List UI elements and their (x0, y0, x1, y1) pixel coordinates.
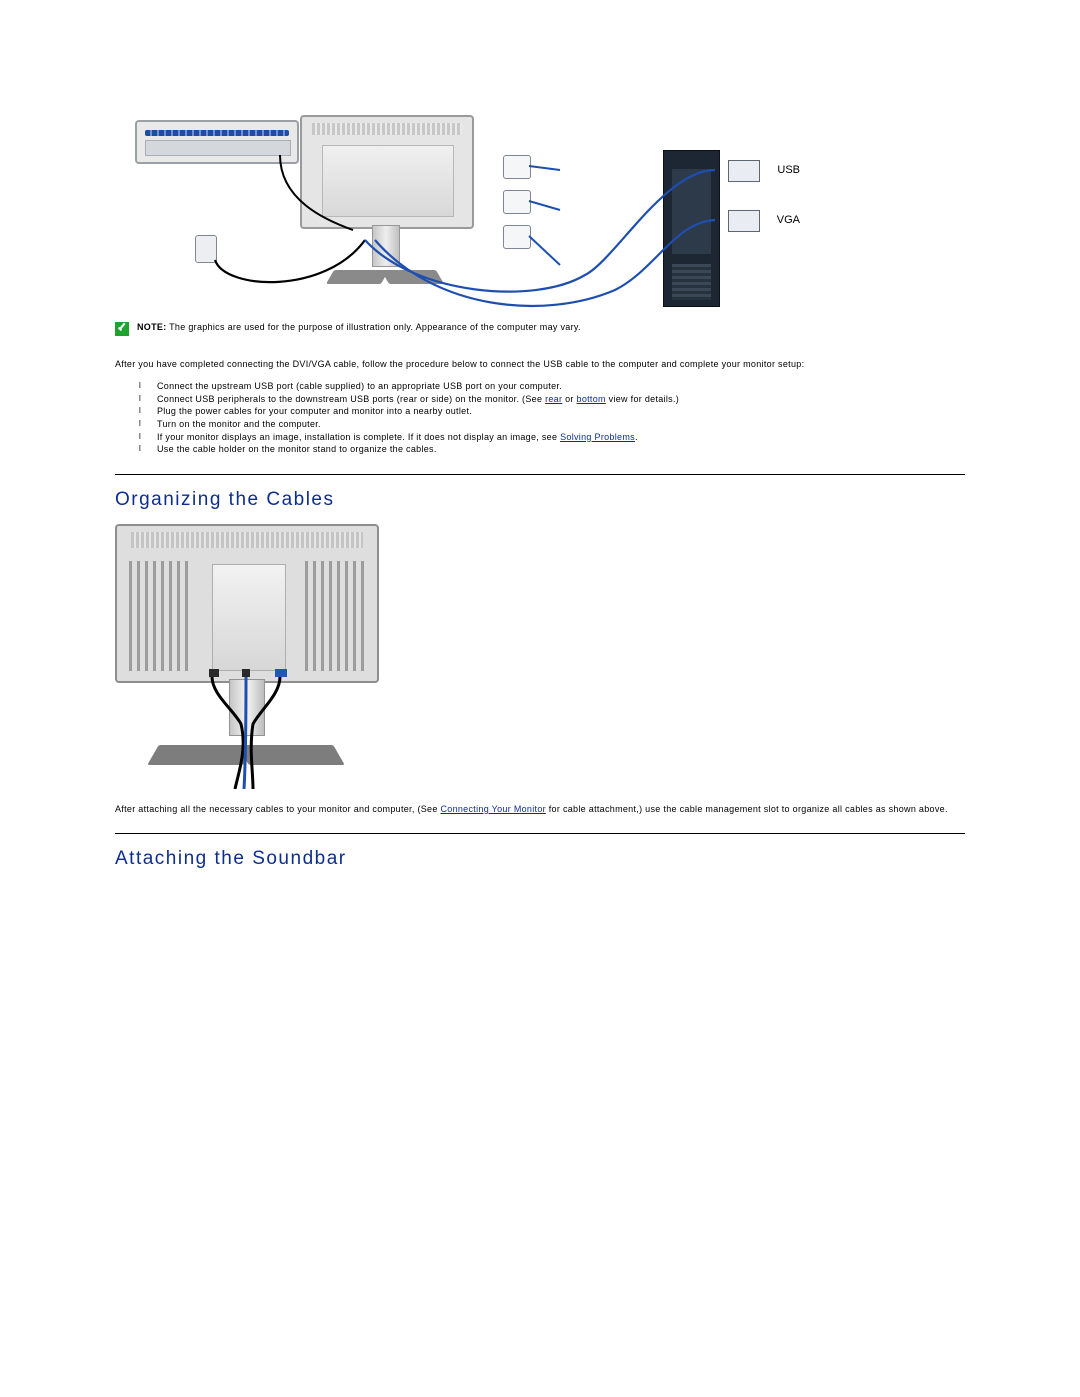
vga-port-label: VGA (777, 214, 800, 226)
step-3: Plug the power cables for your computer … (157, 405, 965, 418)
divider-1 (115, 474, 965, 475)
step-1: Connect the upstream USB port (cable sup… (157, 380, 965, 393)
note-body: The graphics are used for the purpose of… (167, 322, 581, 332)
step-2b: or (562, 394, 576, 404)
step-2a: Connect USB peripherals to the downstrea… (157, 394, 545, 404)
usb-port-icon (728, 160, 760, 182)
connecting-monitor-link[interactable]: Connecting Your Monitor (440, 804, 545, 814)
organizing-para-a: After attaching all the necessary cables… (115, 804, 440, 814)
divider-2 (115, 833, 965, 834)
connection-diagram: USB VGA (115, 110, 835, 315)
wall-outlet-icon (195, 235, 217, 263)
note-row: NOTE: The graphics are used for the purp… (115, 321, 965, 336)
computer-tower (663, 150, 720, 307)
organizing-heading: Organizing the Cables (115, 489, 965, 511)
soundbar-figure-placeholder (115, 878, 965, 1308)
rear-link[interactable]: rear (545, 394, 562, 404)
callout-usb-device-2 (503, 190, 531, 214)
solving-problems-link[interactable]: Solving Problems (560, 432, 635, 442)
note-text: NOTE: The graphics are used for the purp… (137, 321, 581, 333)
note-check-icon (115, 322, 129, 336)
callout-usb-device-1 (503, 155, 531, 179)
vga-port-icon (728, 210, 760, 232)
step-2: Connect USB peripherals to the downstrea… (157, 393, 965, 406)
cable-organize-figure (115, 519, 375, 789)
organizing-paragraph: After attaching all the necessary cables… (115, 803, 965, 815)
step-5a: If your monitor displays an image, insta… (157, 432, 560, 442)
step-6: Use the cable holder on the monitor stan… (157, 443, 965, 456)
step-4: Turn on the monitor and the computer. (157, 418, 965, 431)
monitor-figure (300, 110, 470, 310)
intro-paragraph: After you have completed connecting the … (115, 358, 965, 370)
note-prefix: NOTE: (137, 322, 167, 332)
step-5: If your monitor displays an image, insta… (157, 431, 965, 444)
step-2c: view for details.) (606, 394, 679, 404)
step-5b: . (635, 432, 638, 442)
rear-io-panel (135, 120, 299, 164)
setup-steps: Connect the upstream USB port (cable sup… (115, 380, 965, 456)
callout-usb-device-3 (503, 225, 531, 249)
soundbar-heading: Attaching the Soundbar (115, 848, 965, 870)
organizing-para-b: for cable attachment,) use the cable man… (546, 804, 948, 814)
usb-port-label: USB (777, 164, 800, 176)
bottom-link[interactable]: bottom (577, 394, 606, 404)
